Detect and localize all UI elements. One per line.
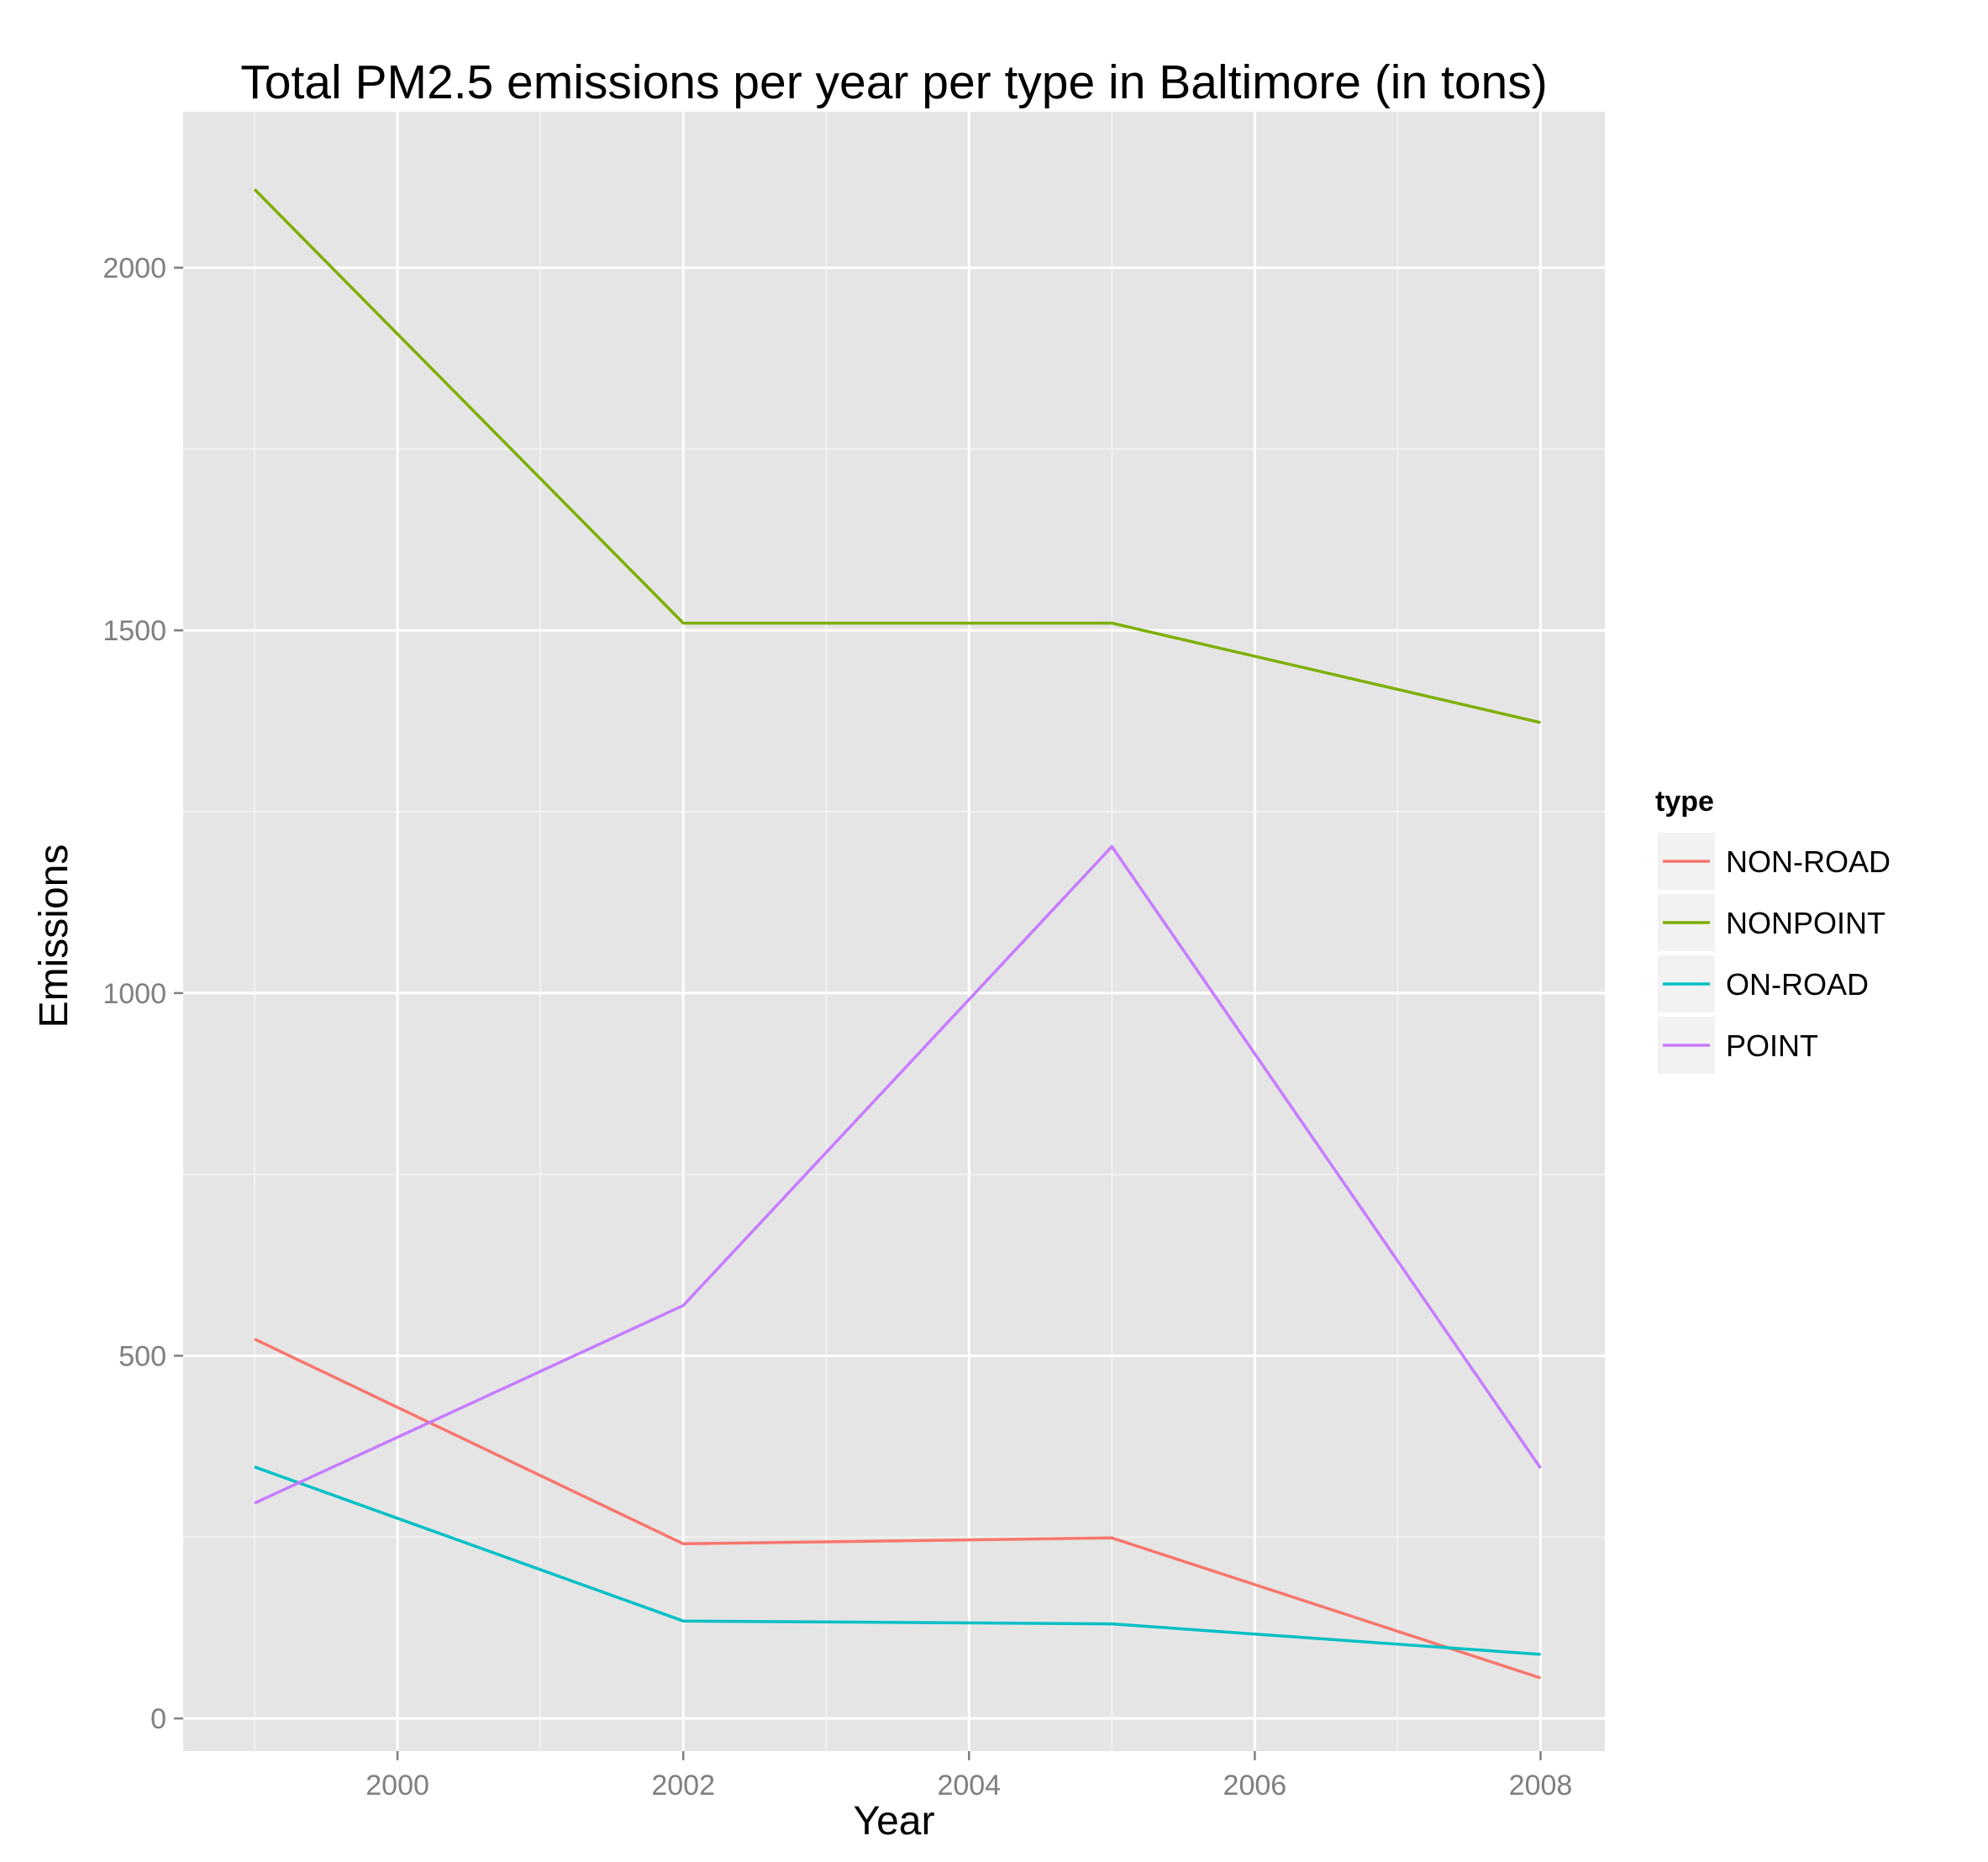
y-tick-label: 1000 <box>103 978 166 1010</box>
series-line-nonpoint <box>253 188 1541 724</box>
x-axis: 2000 2002 2004 2006 2008 <box>366 1751 1572 1802</box>
legend-items: NON-ROAD NONPOINT ON-ROAD POINT <box>1656 831 1891 1076</box>
x-tick-label: 2008 <box>1509 1770 1573 1802</box>
y-axis: 0 500 1000 1500 2000 <box>103 253 183 1735</box>
y-tick-label: 1500 <box>103 615 166 647</box>
plot-panel <box>183 112 1605 1751</box>
legend-label: NONPOINT <box>1726 906 1885 940</box>
legend-label: NON-ROAD <box>1726 844 1891 879</box>
series-lines <box>253 188 1542 1680</box>
legend-label: POINT <box>1726 1028 1818 1063</box>
legend-title: type <box>1655 786 1714 818</box>
x-tick-label: 2000 <box>366 1770 429 1802</box>
x-tick-label: 2004 <box>937 1770 1001 1802</box>
legend: type NON-ROAD NONPOINT ON-ROAD POINT <box>1655 786 1891 1076</box>
y-tick-label: 2000 <box>103 253 166 285</box>
series-line-point <box>254 844 1542 1505</box>
x-tick-label: 2002 <box>651 1770 715 1802</box>
series-line-non-road <box>254 1338 1542 1680</box>
y-axis-label: Emissions <box>32 844 76 1028</box>
y-tick-label: 500 <box>118 1341 166 1373</box>
x-axis-label: Year <box>854 1799 935 1844</box>
x-tick-label: 2006 <box>1223 1770 1287 1802</box>
minor-gridlines <box>183 112 1605 1751</box>
major-gridlines <box>183 112 1605 1751</box>
legend-label: ON-ROAD <box>1726 967 1869 1002</box>
y-tick-label: 0 <box>150 1703 166 1735</box>
series-line-on-road <box>254 1465 1541 1656</box>
chart-title: Total PM2.5 emissions per year per type … <box>240 55 1547 109</box>
